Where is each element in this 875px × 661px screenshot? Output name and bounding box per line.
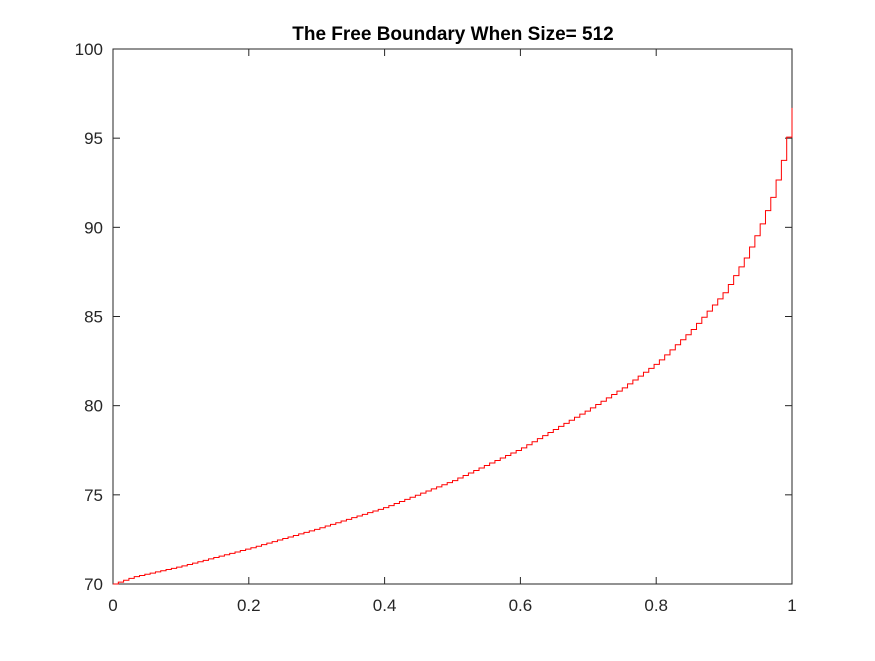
series-line-0 bbox=[113, 107, 793, 585]
series-layer bbox=[113, 107, 793, 585]
y-tick-label: 95 bbox=[84, 129, 103, 148]
chart-title: The Free Boundary When Size= 512 bbox=[292, 24, 614, 45]
y-tick-label: 85 bbox=[84, 308, 103, 327]
x-tick-label: 0.2 bbox=[237, 596, 261, 615]
y-tick-label: 70 bbox=[84, 575, 103, 594]
y-tick-label: 100 bbox=[75, 40, 103, 59]
axis-ticks: 0 0.2 0.4 0.6 0.8 1 70 75 80 85 90 95 100 bbox=[75, 40, 797, 615]
y-tick-label: 80 bbox=[84, 397, 103, 416]
y-tick-label: 90 bbox=[84, 218, 103, 237]
x-tick-label: 0.6 bbox=[509, 596, 533, 615]
x-tick-label: 0.4 bbox=[373, 596, 397, 615]
x-tick-label: 0 bbox=[108, 596, 117, 615]
x-tick-label: 1 bbox=[787, 596, 796, 615]
x-tick-label: 0.8 bbox=[644, 596, 668, 615]
y-tick-label: 75 bbox=[84, 486, 103, 505]
